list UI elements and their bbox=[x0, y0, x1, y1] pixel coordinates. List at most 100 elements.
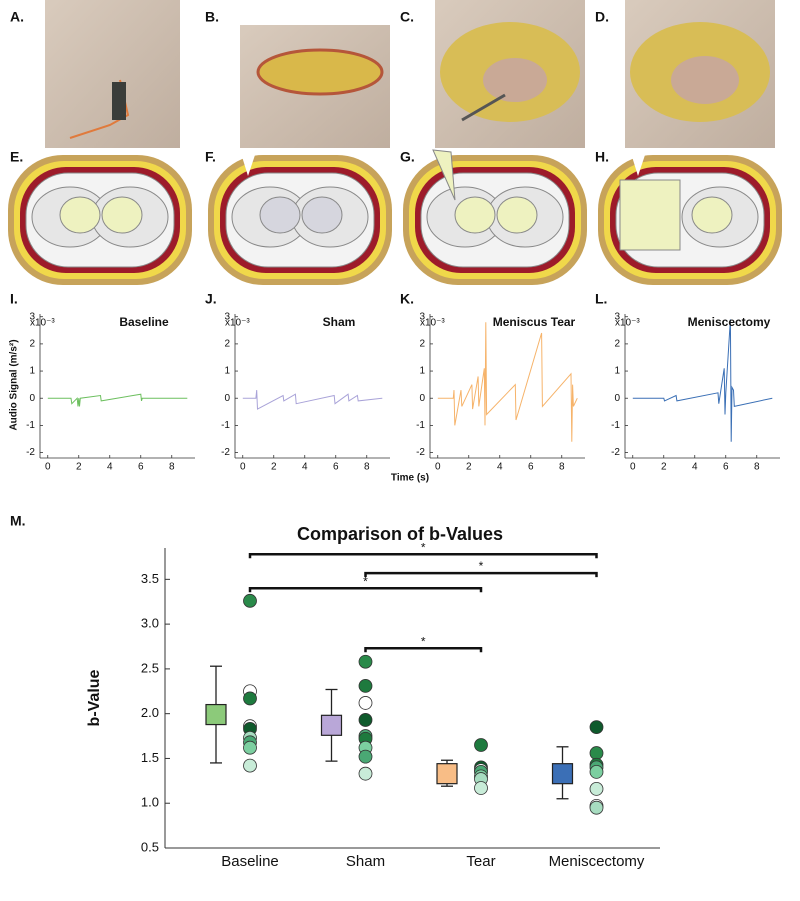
y-tick-label: -1 bbox=[26, 420, 35, 431]
chart-title: Meniscectomy bbox=[688, 315, 771, 329]
x-tick-label: Tear bbox=[466, 853, 495, 870]
y-tick-label: -1 bbox=[221, 420, 230, 431]
data-point bbox=[359, 767, 372, 780]
y-tick-label: 3.5 bbox=[141, 571, 159, 586]
data-point bbox=[359, 713, 372, 726]
scale-label: x10⁻³ bbox=[420, 318, 445, 329]
y-tick-label: 2 bbox=[614, 339, 620, 350]
panel-label: F. bbox=[205, 149, 216, 165]
photo-d-joint bbox=[671, 56, 739, 104]
y-axis-label: Audio Signal (m/s²) bbox=[9, 339, 20, 430]
y-tick-label: -1 bbox=[416, 420, 425, 431]
x-tick-label: 4 bbox=[107, 462, 113, 473]
data-point bbox=[244, 741, 257, 754]
y-tick-label: -2 bbox=[221, 447, 230, 458]
x-tick-label: Baseline bbox=[221, 853, 279, 870]
significance-label: * bbox=[363, 574, 368, 588]
data-point bbox=[590, 801, 603, 814]
mean-marker bbox=[553, 764, 573, 784]
significance-label: * bbox=[479, 559, 484, 573]
y-axis-label: b-Value bbox=[86, 669, 103, 726]
y-tick-label: 2.0 bbox=[141, 705, 159, 720]
y-tick-label: -2 bbox=[611, 447, 620, 458]
y-tick-label: 0.5 bbox=[141, 839, 159, 854]
x-tick-label: Meniscectomy bbox=[549, 853, 645, 870]
y-tick-label: 3.0 bbox=[141, 616, 159, 631]
panel-label: J. bbox=[205, 291, 217, 307]
panel-label: A. bbox=[10, 9, 24, 25]
x-tick-label: 0 bbox=[240, 462, 246, 473]
x-tick-label: 0 bbox=[45, 462, 51, 473]
y-tick-label: 1 bbox=[614, 366, 620, 377]
significance-label: * bbox=[421, 540, 426, 554]
diagram-e bbox=[8, 155, 192, 285]
y-tick-label: 0 bbox=[419, 393, 425, 404]
scale-label: x10⁻³ bbox=[30, 318, 55, 329]
data-point bbox=[359, 655, 372, 668]
panel-label: C. bbox=[400, 9, 414, 25]
y-tick-label: 1 bbox=[224, 366, 230, 377]
data-point bbox=[590, 782, 603, 795]
photo-a-sensor bbox=[112, 82, 126, 120]
data-point bbox=[359, 679, 372, 692]
data-point bbox=[244, 759, 257, 772]
data-point bbox=[590, 721, 603, 734]
photo-a bbox=[45, 0, 180, 148]
x-tick-label: Sham bbox=[346, 853, 385, 870]
x-tick-label: 8 bbox=[169, 462, 175, 473]
y-tick-label: -2 bbox=[26, 447, 35, 458]
x-tick-label: 6 bbox=[528, 462, 534, 473]
panel-label: I. bbox=[10, 291, 18, 307]
x-tick-label: 8 bbox=[364, 462, 370, 473]
panel-label: E. bbox=[10, 149, 23, 165]
signal-line bbox=[243, 390, 382, 409]
x-tick-label: 2 bbox=[466, 462, 472, 473]
data-point bbox=[244, 692, 257, 705]
x-tick-label: 0 bbox=[630, 462, 636, 473]
diagram-h bbox=[598, 150, 782, 285]
x-tick-label: 8 bbox=[559, 462, 565, 473]
diagrams bbox=[8, 150, 782, 285]
panel-label: L. bbox=[595, 291, 607, 307]
chart-title: Baseline bbox=[119, 315, 169, 329]
x-tick-label: 4 bbox=[497, 462, 503, 473]
y-tick-label: 2 bbox=[29, 339, 35, 350]
y-tick-label: 1.0 bbox=[141, 795, 159, 810]
x-tick-label: 6 bbox=[723, 462, 729, 473]
y-tick-label: 1 bbox=[419, 366, 425, 377]
photo-b-incision bbox=[258, 50, 382, 94]
x-axis-label: Time (s) bbox=[391, 473, 429, 484]
diagram-g bbox=[403, 150, 587, 285]
x-tick-label: 6 bbox=[333, 462, 339, 473]
x-tick-label: 4 bbox=[302, 462, 308, 473]
x-tick-label: 2 bbox=[271, 462, 277, 473]
x-tick-label: 2 bbox=[661, 462, 667, 473]
scale-label: x10⁻³ bbox=[225, 318, 250, 329]
data-point bbox=[590, 747, 603, 760]
x-tick-label: 8 bbox=[754, 462, 760, 473]
y-tick-label: 0 bbox=[29, 393, 35, 404]
scale-label: x10⁻³ bbox=[615, 318, 640, 329]
y-tick-label: 2 bbox=[224, 339, 230, 350]
signal-line bbox=[633, 319, 773, 441]
mean-marker bbox=[437, 764, 457, 784]
significance-bracket bbox=[366, 648, 482, 652]
y-tick-label: 2.5 bbox=[141, 660, 159, 675]
data-point bbox=[590, 765, 603, 778]
y-tick-label: 1.5 bbox=[141, 750, 159, 765]
panel-label: H. bbox=[595, 149, 609, 165]
panel-label: G. bbox=[400, 149, 415, 165]
signal-line bbox=[438, 322, 578, 442]
y-tick-label: 0 bbox=[224, 393, 230, 404]
chart-title: Sham bbox=[323, 315, 356, 329]
mean-marker bbox=[206, 705, 226, 725]
significance-bracket bbox=[366, 573, 597, 577]
x-tick-label: 0 bbox=[435, 462, 441, 473]
chart-title: Comparison of b-Values bbox=[297, 524, 503, 544]
data-point bbox=[475, 782, 488, 795]
panel-label: B. bbox=[205, 9, 219, 25]
data-point bbox=[244, 594, 257, 607]
data-point bbox=[359, 750, 372, 763]
data-point bbox=[475, 739, 488, 752]
